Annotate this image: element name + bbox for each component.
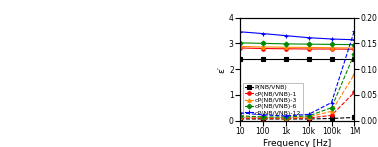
cP(NB/VNB)-12 <box>238 31 242 33</box>
Line: cP(NB/VNB)-12: cP(NB/VNB)-12 <box>238 30 356 41</box>
Line: cP(NB/VNB)-3: cP(NB/VNB)-3 <box>238 45 356 50</box>
cP(NB/VNB)-3 <box>329 47 334 49</box>
cP(NB/VNB)-3 <box>284 46 288 48</box>
cP(NB/VNB)-6 <box>307 43 311 45</box>
cP(NB/VNB)-12 <box>352 39 357 41</box>
cP(NB/VNB)-1 <box>238 47 242 49</box>
cP(NB/VNB)-12 <box>307 37 311 39</box>
cP(NB/VNB)-3 <box>238 46 242 47</box>
cP(NB/VNB)-3 <box>261 46 265 48</box>
cP(NB/VNB)-1 <box>307 48 311 50</box>
P(NB/VNB) <box>261 58 265 60</box>
P(NB/VNB) <box>329 58 334 60</box>
cP(NB/VNB)-6 <box>329 44 334 45</box>
cP(NB/VNB)-1 <box>261 48 265 49</box>
cP(NB/VNB)-3 <box>352 47 357 49</box>
cP(NB/VNB)-12 <box>329 38 334 40</box>
Line: P(NB/VNB): P(NB/VNB) <box>238 57 356 61</box>
cP(NB/VNB)-12 <box>284 35 288 37</box>
cP(NB/VNB)-6 <box>261 42 265 44</box>
cP(NB/VNB)-6 <box>284 43 288 45</box>
P(NB/VNB) <box>284 58 288 60</box>
cP(NB/VNB)-6 <box>352 44 357 46</box>
Y-axis label: ε′: ε′ <box>217 66 226 73</box>
Line: cP(NB/VNB)-6: cP(NB/VNB)-6 <box>238 41 356 46</box>
P(NB/VNB) <box>307 58 311 60</box>
X-axis label: Frequency [Hz]: Frequency [Hz] <box>263 139 332 147</box>
cP(NB/VNB)-1 <box>352 48 357 50</box>
cP(NB/VNB)-1 <box>329 48 334 50</box>
cP(NB/VNB)-12 <box>261 33 265 35</box>
cP(NB/VNB)-3 <box>307 47 311 48</box>
P(NB/VNB) <box>238 58 242 60</box>
Line: cP(NB/VNB)-1: cP(NB/VNB)-1 <box>238 46 356 51</box>
cP(NB/VNB)-1 <box>284 48 288 50</box>
cP(NB/VNB)-6 <box>238 42 242 44</box>
P(NB/VNB) <box>352 58 357 60</box>
Legend: P(NB/VNB), cP(NB/VNB)-1, cP(NB/VNB)-3, cP(NB/VNB)-6, cP(NB/VNB)-12: P(NB/VNB), cP(NB/VNB)-1, cP(NB/VNB)-3, c… <box>243 83 303 117</box>
